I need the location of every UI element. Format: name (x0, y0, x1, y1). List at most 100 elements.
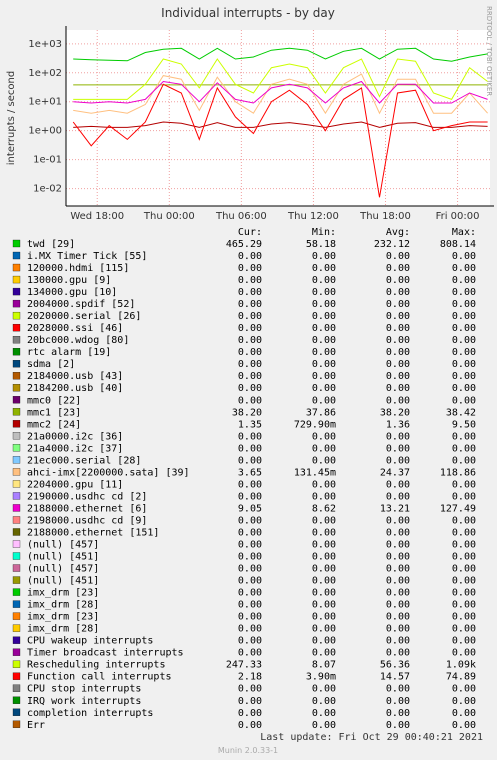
legend-label: CPU stop interrupts (27, 684, 141, 695)
legend-avg: 38.20 (380, 407, 410, 418)
legend-min: 0.00 (312, 636, 336, 647)
chart-title: Individual interrupts - by day (161, 6, 335, 20)
legend-cur: 0.00 (238, 708, 262, 719)
legend-label: 2190000.usdhc cd [2] (27, 491, 147, 502)
legend-avg: 0.00 (386, 431, 410, 442)
legend-avg: 0.00 (386, 323, 410, 334)
legend-label: (null) [457] (27, 564, 99, 575)
legend-label: 2204000.gpu [11] (27, 479, 123, 490)
legend-swatch (12, 396, 21, 404)
legend-min: 37.86 (306, 407, 336, 418)
series-line (73, 58, 488, 101)
x-tick-label: Wed 18:00 (70, 211, 124, 222)
legend-avg: 56.36 (380, 660, 410, 671)
legend-max: 0.00 (452, 491, 476, 502)
legend-cur: 0.00 (238, 540, 262, 551)
legend-swatch (12, 720, 21, 728)
legend-min: 0.00 (312, 624, 336, 635)
legend-max: 118.86 (440, 467, 476, 478)
legend-max: 0.00 (452, 347, 476, 358)
legend-min: 8.07 (312, 660, 336, 671)
legend-swatch (12, 636, 21, 644)
legend-label: 20bc000.wdog [80] (27, 335, 129, 346)
legend-min: 0.00 (312, 479, 336, 490)
legend-max: 0.00 (452, 540, 476, 551)
legend-max: 0.00 (452, 323, 476, 334)
y-tick-label: 1e-01 (33, 155, 62, 166)
legend-swatch (12, 323, 21, 332)
x-tick-label: Fri 00:00 (436, 211, 480, 222)
legend-label: mmc1 [23] (27, 407, 81, 418)
legend-label: ahci-imx[2200000.sata] [39] (27, 467, 190, 478)
legend-cur: 0.00 (238, 588, 262, 599)
legend-min: 0.00 (312, 359, 336, 370)
legend-min: 0.00 (312, 564, 336, 575)
legend-avg: 0.00 (386, 347, 410, 358)
legend-label: Rescheduling interrupts (27, 660, 165, 671)
legend-min: 0.00 (312, 395, 336, 406)
legend-max: 0.00 (452, 371, 476, 382)
legend-swatch (12, 408, 21, 416)
legend-avg: 0.00 (386, 540, 410, 551)
legend-swatch (12, 600, 21, 608)
legend-label: (null) [451] (27, 576, 99, 587)
legend-avg: 0.00 (386, 527, 410, 538)
legend-min: 0.00 (312, 347, 336, 358)
series-line (73, 47, 488, 62)
legend-avg: 24.37 (380, 467, 410, 478)
legend-min: 131.45m (294, 467, 336, 478)
legend-max: 808.14 (440, 239, 476, 250)
legend-swatch (12, 588, 21, 596)
legend-swatch (12, 299, 21, 308)
legend-swatch (12, 552, 21, 560)
legend-label: Err (27, 720, 45, 731)
legend-label: imx_drm [28] (27, 600, 99, 611)
legend-max: 0.00 (452, 564, 476, 575)
y-tick-label: 1e+01 (28, 97, 62, 108)
legend-min: 0.00 (312, 600, 336, 611)
plot-area (66, 30, 490, 206)
legend-label: imx_drm [28] (27, 624, 99, 635)
legend-min: 729.90m (294, 419, 336, 430)
legend-avg: 0.00 (386, 564, 410, 575)
legend-swatch (12, 684, 21, 692)
legend-max: 9.50 (452, 419, 476, 430)
legend-avg: 0.00 (386, 359, 410, 370)
legend-min: 0.00 (312, 576, 336, 587)
legend-swatch (12, 504, 21, 512)
legend-max: 0.00 (452, 359, 476, 370)
legend-label: 130000.gpu [9] (27, 275, 111, 286)
legend-label: sdma [2] (27, 359, 75, 370)
legend-swatch (12, 360, 21, 368)
legend-label: 2004000.spdif [52] (27, 299, 135, 310)
legend-min: 0.00 (312, 443, 336, 454)
footer: Last update: Fri Oct 29 00:40:21 2021 (260, 732, 483, 743)
legend-max: 0.00 (452, 576, 476, 587)
legend-max: 0.00 (452, 431, 476, 442)
legend-label: 21a4000.i2c [37] (27, 443, 123, 454)
legend-max: 1.09k (446, 660, 476, 671)
legend-min: 0.00 (312, 287, 336, 298)
legend-min: 0.00 (312, 275, 336, 286)
legend-max: 0.00 (452, 275, 476, 286)
legend-avg: 0.00 (386, 588, 410, 599)
legend-label: 2184000.usb [43] (27, 371, 123, 382)
series-line (73, 80, 488, 104)
legend-cur: 0.00 (238, 443, 262, 454)
column-header: Min: (312, 227, 336, 238)
legend-cur: 0.00 (238, 371, 262, 382)
legend-min: 58.18 (306, 239, 336, 250)
legend-swatch (12, 492, 21, 500)
legend-avg: 0.00 (386, 479, 410, 490)
legend-max: 0.00 (452, 636, 476, 647)
legend-swatch (12, 564, 21, 572)
legend-min: 0.00 (312, 251, 336, 262)
series-line (73, 73, 488, 115)
y-tick-label: 1e-02 (33, 184, 62, 195)
legend-min: 0.00 (312, 684, 336, 695)
legend-min: 0.00 (312, 648, 336, 659)
legend-avg: 14.57 (380, 672, 410, 683)
legend-cur: 0.00 (238, 395, 262, 406)
legend-max: 0.00 (452, 552, 476, 563)
legend-cur: 0.00 (238, 515, 262, 526)
